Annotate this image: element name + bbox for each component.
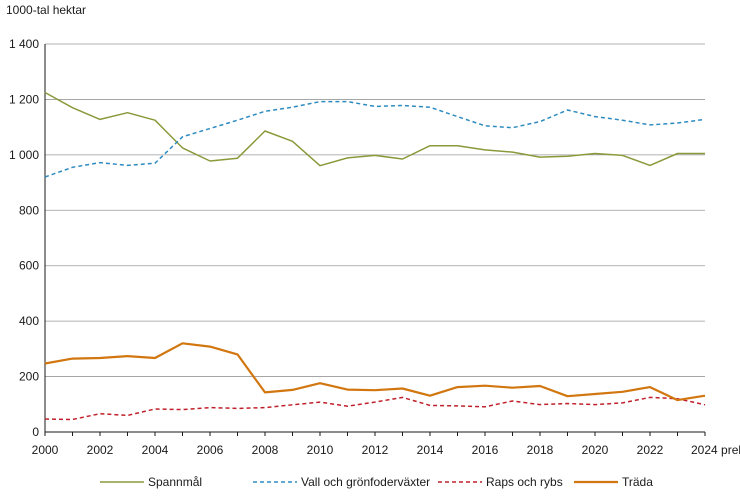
y-tick-label: 200: [19, 370, 39, 384]
series-line-vall-och-grönfoderväxter: [44, 100, 706, 178]
x-tick-label: 2006: [197, 443, 224, 457]
series-line-träda: [44, 342, 706, 402]
legend-label: Raps och rybs: [486, 475, 563, 489]
x-tick-label: 2020: [582, 443, 609, 457]
x-tick-label: 2024 prel.: [691, 443, 740, 457]
series-line-spannmål: [44, 91, 705, 167]
x-tick-label: 2000: [32, 443, 59, 457]
x-tick-label: 2018: [527, 443, 554, 457]
y-tick-label: 0: [32, 425, 39, 439]
x-tick-label: 2022: [637, 443, 664, 457]
x-tick-label: 2014: [417, 443, 444, 457]
y-tick-label: 600: [19, 259, 39, 273]
x-tick-label: 2004: [142, 443, 169, 457]
y-tick-label: 800: [19, 203, 39, 217]
x-tick-label: 2016: [472, 443, 499, 457]
x-tick-label: 2012: [362, 443, 389, 457]
y-tick-label: 1 400: [9, 37, 39, 51]
y-tick-label: 1 200: [9, 92, 39, 106]
x-tick-label: 2002: [87, 443, 114, 457]
legend-label: Vall och grönfoderväxter: [301, 475, 430, 489]
legend: Spannmål Vall och grönfoderväxter Raps och…: [100, 475, 653, 489]
y-tick-label: 400: [19, 314, 39, 328]
legend-label: Spannmål: [148, 475, 202, 489]
series-lines: [44, 91, 706, 421]
gridlines: [45, 43, 705, 377]
y-axis-unit-label: 1000-tal hektar: [6, 3, 86, 17]
x-tick-label: 2010: [307, 443, 334, 457]
series-line-raps-och-rybs: [44, 396, 706, 421]
y-tick-label: 1 000: [9, 148, 39, 162]
axes: 0 200 400 600 800 1 000 1 200 1 400 2000 2002 2004…: [9, 37, 740, 457]
legend-label: Träda: [622, 475, 653, 489]
x-tick-label: 2008: [252, 443, 279, 457]
